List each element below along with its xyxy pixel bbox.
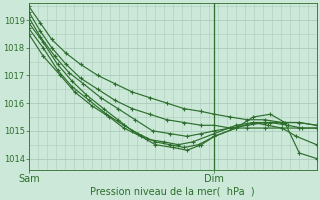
X-axis label: Pression niveau de la mer(  hPa  ): Pression niveau de la mer( hPa ) — [90, 187, 255, 197]
